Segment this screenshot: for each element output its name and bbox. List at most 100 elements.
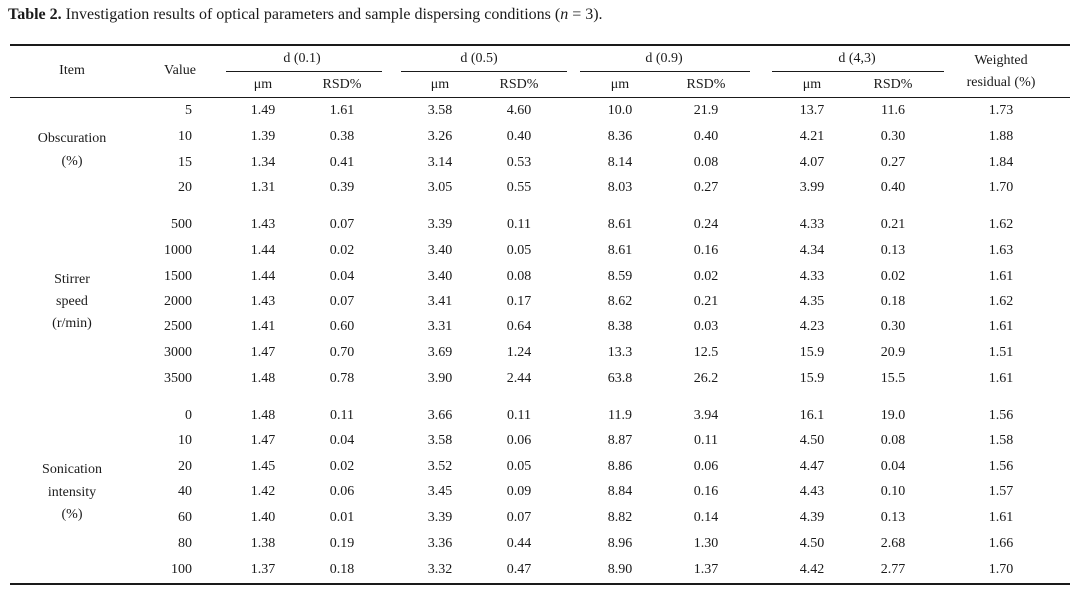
table-cell-value: 20: [178, 459, 192, 474]
table-cell-d43-rsd: 11.6: [881, 103, 905, 118]
table-cell-d43-rsd: 2.68: [880, 536, 906, 551]
table-cell-d05-um: 3.14: [427, 155, 453, 170]
table-cell-d01-rsd: 0.07: [329, 294, 355, 309]
table-cell-d43-rsd: 0.02: [880, 269, 906, 284]
table-cell-d05-um: 3.40: [427, 269, 453, 284]
table-cell-weighted-residual: 1.63: [988, 243, 1014, 258]
table-cell-d43-um: 4.33: [799, 269, 825, 284]
section-label-obscuration: (%): [61, 154, 83, 169]
table-cell-d09-rsd: 1.37: [693, 562, 719, 577]
table-cell-value: 80: [178, 536, 192, 551]
table-cell-d09-um: 8.36: [607, 129, 633, 144]
section-label-stirrer-speed: Stirrer: [54, 272, 90, 287]
table-cell-d09-um: 8.96: [607, 536, 633, 551]
table-cell-d09-rsd: 26.2: [693, 371, 719, 386]
table-cell-d01-rsd: 0.04: [329, 269, 355, 284]
table-cell-d09-rsd: 12.5: [693, 345, 719, 360]
table-cell-weighted-residual: 1.61: [988, 319, 1014, 334]
table-cell-d05-rsd: 0.11: [507, 408, 531, 423]
table-cell-d05-um: 3.39: [427, 217, 453, 232]
header-group-d09: d (0.9): [645, 51, 683, 66]
header-group-d01: d (0.1): [283, 51, 321, 66]
table-cell-d05-um: 3.52: [427, 459, 453, 474]
table-cell-d43-rsd: 20.9: [880, 345, 906, 360]
table-cell-weighted-residual: 1.88: [988, 129, 1014, 144]
table-cell-d01-rsd: 0.41: [329, 155, 355, 170]
table-cell-d09-rsd: 21.9: [693, 103, 719, 118]
table-cell-weighted-residual: 1.58: [988, 433, 1014, 448]
subheader-rsd: RSD%: [873, 77, 913, 92]
table-cell-d05-rsd: 0.07: [506, 510, 532, 525]
table-cell-d09-um: 8.87: [607, 433, 633, 448]
caption-label: Table 2.: [8, 6, 62, 23]
table-cell-d43-um: 4.21: [799, 129, 825, 144]
group-rule-d43: [772, 71, 944, 72]
table-cell-d05-um: 3.58: [427, 103, 453, 118]
section-label-sonication-intensity: Sonication: [42, 462, 102, 477]
table-cell-value: 3500: [164, 371, 192, 386]
table-cell-d01-um: 1.31: [250, 180, 276, 195]
table-cell-weighted-residual: 1.61: [988, 269, 1014, 284]
table-cell-value: 0: [185, 408, 192, 423]
caption-text: Investigation results of optical paramet…: [61, 6, 561, 23]
subheader-rsd: RSD%: [322, 77, 362, 92]
table-cell-value: 60: [178, 510, 192, 525]
table-cell-d09-um: 8.84: [607, 484, 633, 499]
subheader-um: μm: [253, 77, 273, 92]
table-cell-d01-um: 1.44: [250, 243, 276, 258]
table-cell-d09-rsd: 0.16: [693, 484, 719, 499]
group-rule-d01: [226, 71, 382, 72]
bottom-rule: [10, 583, 1070, 585]
table-cell-d43-rsd: 0.30: [880, 319, 906, 334]
table-cell-d09-um: 8.38: [607, 319, 633, 334]
table-cell-d05-rsd: 2.44: [506, 371, 532, 386]
table-cell-d43-um: 4.43: [799, 484, 825, 499]
table-cell-d05-rsd: 0.08: [506, 269, 532, 284]
table-cell-d05-um: 3.31: [427, 319, 453, 334]
table-cell-d01-um: 1.38: [250, 536, 276, 551]
table-cell-d05-rsd: 0.53: [506, 155, 532, 170]
table-cell-d43-um: 13.7: [799, 103, 825, 118]
table-cell-d05-um: 3.45: [427, 484, 453, 499]
table-cell-d05-um: 3.66: [427, 408, 453, 423]
table-cell-d01-rsd: 0.02: [329, 243, 355, 258]
table-cell-d05-rsd: 0.05: [506, 459, 532, 474]
table-cell-d43-rsd: 0.13: [880, 243, 906, 258]
table-cell-d09-um: 8.82: [607, 510, 633, 525]
table-cell-d05-rsd: 0.64: [506, 319, 532, 334]
caption-n: n: [560, 6, 569, 23]
table-cell-weighted-residual: 1.62: [988, 217, 1014, 232]
table-cell-d09-rsd: 3.94: [693, 408, 719, 423]
table-cell-value: 20: [178, 180, 192, 195]
table-cell-d43-rsd: 0.27: [880, 155, 906, 170]
table-cell-value: 5: [185, 103, 192, 118]
table-cell-weighted-residual: 1.70: [988, 180, 1014, 195]
table-cell-d01-rsd: 0.78: [329, 371, 355, 386]
table-cell-d09-rsd: 0.06: [693, 459, 719, 474]
section-label-sonication-intensity: intensity: [47, 485, 97, 500]
table-cell-d43-rsd: 0.18: [880, 294, 906, 309]
table-cell-d09-um: 8.14: [607, 155, 633, 170]
subheader-um: μm: [610, 77, 630, 92]
table-cell-value: 3000: [164, 345, 192, 360]
table-cell-value: 100: [171, 562, 192, 577]
table-cell-d09-rsd: 0.14: [693, 510, 719, 525]
group-rule-d09: [580, 71, 750, 72]
table-cell-d05-um: 3.41: [427, 294, 453, 309]
table-cell-weighted-residual: 1.61: [988, 510, 1014, 525]
table-cell-weighted-residual: 1.56: [988, 408, 1014, 423]
table-caption: Table 2. Investigation results of optica…: [8, 6, 603, 24]
table-cell-d43-um: 4.47: [799, 459, 825, 474]
table-cell-d01-rsd: 0.01: [329, 510, 355, 525]
table-cell-d43-rsd: 19.0: [880, 408, 906, 423]
section-label-stirrer-speed: (r/min): [52, 316, 92, 331]
table-cell-d09-um: 13.3: [607, 345, 633, 360]
table-cell-d01-rsd: 0.06: [329, 484, 355, 499]
table-cell-value: 1500: [164, 269, 192, 284]
table-cell-d01-um: 1.37: [250, 562, 276, 577]
header-weighted-residual: residual (%): [966, 75, 1036, 90]
table-cell-d01-um: 1.41: [250, 319, 276, 334]
table-cell-d01-rsd: 0.04: [329, 433, 355, 448]
table-cell-d01-um: 1.44: [250, 269, 276, 284]
table-cell-weighted-residual: 1.66: [988, 536, 1014, 551]
